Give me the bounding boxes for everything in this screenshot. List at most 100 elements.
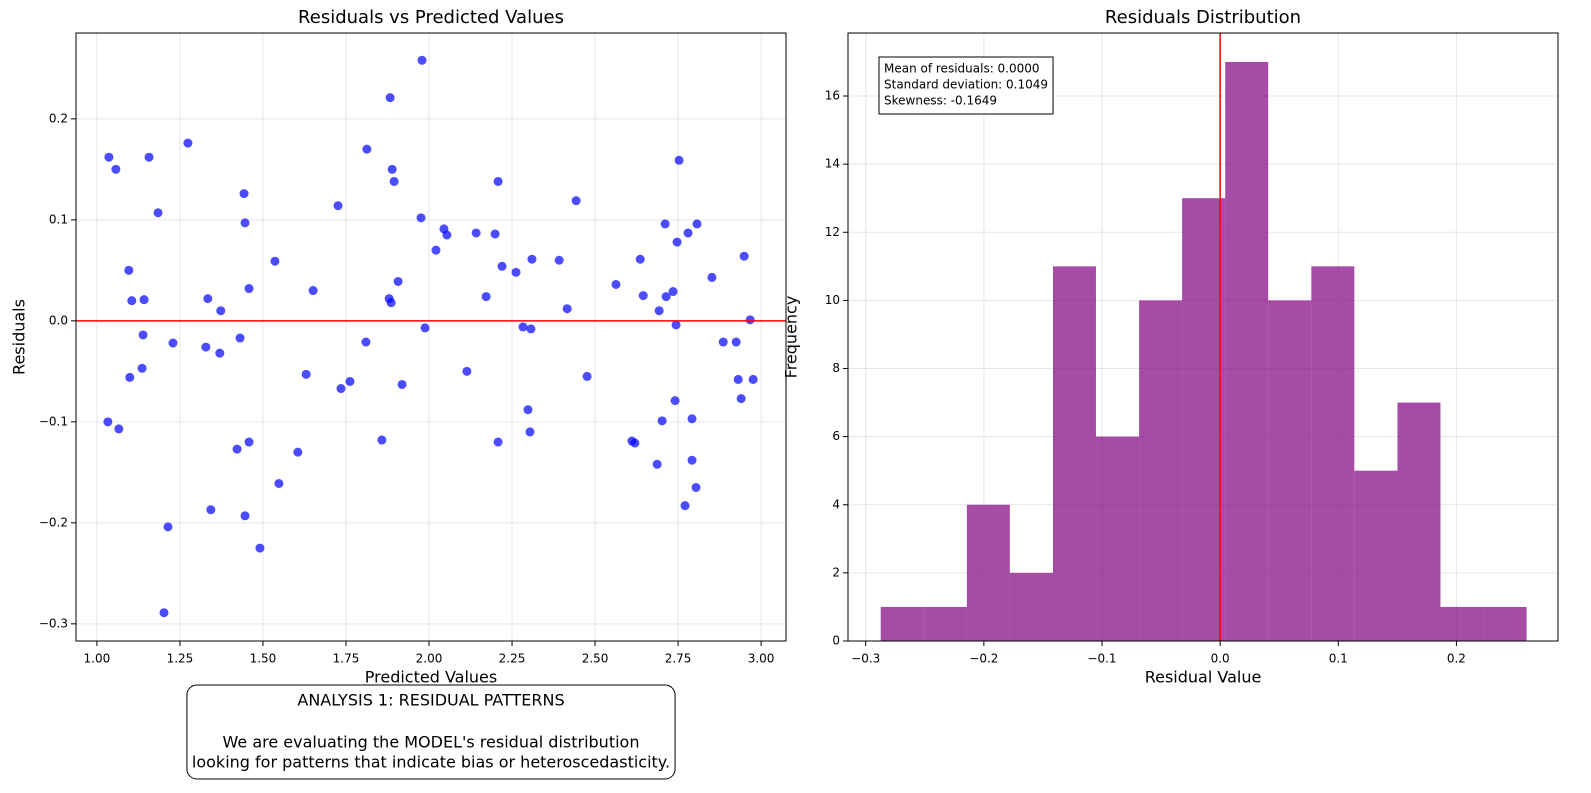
- bar: [1268, 300, 1312, 641]
- point: [137, 363, 147, 373]
- point: [493, 176, 503, 186]
- x-axis-label: Predicted Values: [365, 668, 497, 687]
- point: [163, 522, 173, 532]
- y-tick-label: 0.1: [49, 212, 68, 226]
- bar: [1052, 266, 1096, 641]
- point: [657, 416, 667, 426]
- point: [462, 366, 472, 376]
- x-tick-label: 0.2: [1447, 652, 1466, 666]
- y-tick-label: 4: [832, 497, 840, 511]
- analysis-note-text: We are evaluating the MODEL's residual d…: [223, 733, 640, 752]
- point: [333, 201, 343, 211]
- point: [244, 437, 254, 447]
- x-tick-label: 2.00: [416, 652, 443, 666]
- x-tick-label: −0.3: [851, 652, 880, 666]
- y-tick-label: 8: [832, 361, 840, 375]
- point: [674, 155, 684, 165]
- point: [718, 337, 728, 347]
- x-tick-label: 0.0: [1211, 652, 1230, 666]
- point: [527, 254, 537, 264]
- subplot: Residuals Distribution Residual Value Freq…: [782, 7, 1559, 687]
- x-tick-label: 1.25: [167, 652, 194, 666]
- stats-box: Mean of residuals: 0.0000 Standard deviat…: [878, 56, 1054, 115]
- point: [255, 543, 265, 553]
- point: [301, 369, 311, 379]
- chart-title: Residuals Distribution: [1105, 7, 1301, 28]
- point: [125, 372, 135, 382]
- bar: [1095, 436, 1140, 641]
- point: [385, 93, 395, 103]
- point: [511, 267, 521, 277]
- point: [635, 254, 645, 264]
- stats-text: Mean of residuals: 0.0000: [884, 62, 1040, 76]
- chart-title: Residuals vs Predicted Values: [298, 7, 564, 28]
- y-tick-label: 6: [832, 429, 840, 443]
- bar: [1354, 470, 1398, 641]
- stats-text: Skewness: -0.1649: [884, 94, 997, 108]
- y-axis-label: Residuals: [10, 299, 29, 375]
- analysis-note-text: looking for patterns that indicate bias …: [192, 753, 670, 772]
- x-tick-label: 2.25: [499, 652, 526, 666]
- x-tick-label: 3.00: [748, 652, 775, 666]
- y-tick-label: 0.0: [49, 313, 68, 327]
- point: [345, 376, 355, 386]
- stats-text: Standard deviation: 0.1049: [884, 78, 1048, 92]
- x-tick-label: 2.75: [665, 652, 692, 666]
- point: [389, 176, 399, 186]
- point: [270, 256, 280, 266]
- point: [274, 478, 284, 488]
- point: [661, 292, 671, 302]
- point: [683, 228, 693, 238]
- point: [630, 438, 640, 448]
- y-axis-label: Frequency: [782, 296, 801, 379]
- point: [417, 55, 427, 65]
- point: [660, 219, 670, 229]
- point: [361, 337, 371, 347]
- point: [308, 286, 318, 296]
- point: [153, 208, 163, 218]
- y-tick-label: 0.2: [49, 111, 68, 125]
- point: [654, 306, 664, 316]
- point: [692, 219, 702, 229]
- point: [736, 394, 746, 404]
- point: [687, 455, 697, 465]
- point: [471, 228, 481, 238]
- x-tick-label: −0.2: [969, 652, 998, 666]
- y-tick-label: 10: [825, 293, 840, 307]
- bar: [1311, 266, 1355, 641]
- point: [680, 501, 690, 511]
- point: [144, 152, 154, 162]
- point: [377, 435, 387, 445]
- y-tick-label: 12: [825, 225, 840, 239]
- point: [497, 261, 507, 271]
- bar: [923, 606, 967, 641]
- point: [203, 294, 213, 304]
- point: [611, 279, 621, 289]
- y-tick-label: −0.3: [39, 616, 68, 630]
- point: [111, 164, 121, 174]
- point: [127, 296, 137, 306]
- point: [336, 384, 346, 394]
- point: [431, 245, 441, 255]
- point: [201, 342, 211, 352]
- point: [386, 298, 396, 308]
- point: [493, 437, 503, 447]
- point: [745, 315, 755, 325]
- point: [139, 295, 149, 305]
- point: [672, 237, 682, 247]
- subplot: Residuals vs Predicted Values Predicted V…: [10, 7, 787, 687]
- point: [168, 338, 178, 348]
- bar: [1440, 606, 1484, 641]
- bar: [1139, 300, 1183, 641]
- bar: [1397, 402, 1441, 641]
- point: [748, 374, 758, 384]
- point: [733, 374, 743, 384]
- x-tick-label: −0.1: [1087, 652, 1116, 666]
- point: [232, 444, 242, 454]
- point: [687, 414, 697, 424]
- y-tick-label: 14: [825, 157, 840, 171]
- point: [490, 229, 500, 239]
- analysis-note: ANALYSIS 1: RESIDUAL PATTERNS We are eval…: [186, 684, 676, 780]
- point: [668, 287, 678, 297]
- x-tick-label: 1.00: [84, 652, 111, 666]
